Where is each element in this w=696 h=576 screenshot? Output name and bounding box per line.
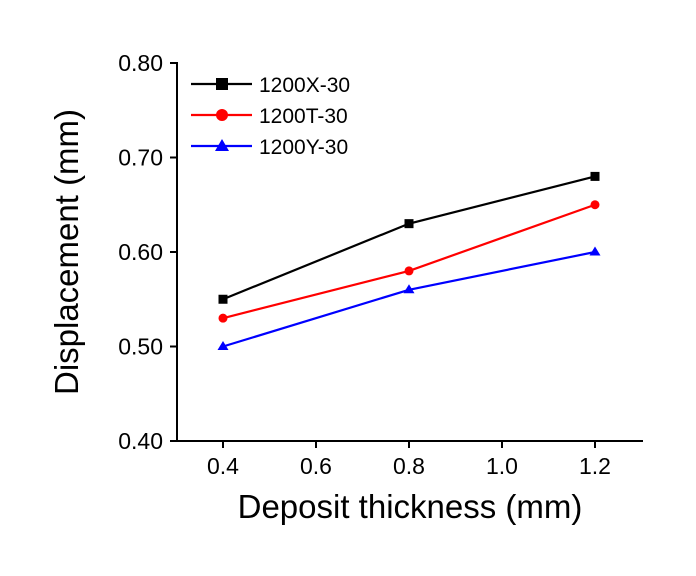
y-tick-label: 0.40 (118, 428, 163, 454)
y-axis-label: Displacement (mm) (48, 109, 85, 395)
legend-item: 1200T-30 (191, 105, 348, 128)
circle-marker (404, 266, 414, 276)
legend-item: 1200Y-30 (191, 136, 348, 159)
square-marker (404, 219, 414, 229)
x-tick-label: 0.6 (300, 453, 332, 479)
circle-marker (218, 313, 228, 323)
square-marker (218, 294, 228, 304)
series-1200T-30 (218, 200, 600, 323)
series-group (217, 171, 601, 350)
series-1200X-30 (218, 171, 600, 304)
square-marker (216, 78, 228, 90)
series-line (222, 175, 596, 301)
series-line (222, 250, 596, 348)
triangle-marker (403, 284, 415, 294)
triangle-marker (217, 341, 229, 350)
x-tick-label: 0.8 (393, 453, 425, 479)
triangle-marker (589, 246, 601, 256)
series-1200Y-30 (217, 246, 601, 350)
x-axis-label: Deposit thickness (mm) (238, 488, 583, 525)
y-tick-label: 0.70 (118, 145, 163, 171)
axes: 0.40 0.50 0.60 0.70 0.80 0.4 0.6 0.8 1.0 1.2 (118, 50, 643, 479)
y-tick-label: 0.60 (118, 239, 163, 265)
circle-marker (216, 109, 228, 121)
legend-label: 1200X-30 (259, 74, 350, 97)
x-tick-label: 0.4 (207, 453, 239, 479)
legend-item: 1200X-30 (191, 74, 350, 97)
x-tick-label: 1.2 (579, 453, 611, 479)
x-tick-label: 1.0 (486, 453, 518, 479)
square-marker (590, 171, 600, 181)
legend-label: 1200Y-30 (259, 136, 348, 159)
triangle-marker (215, 139, 229, 151)
y-tick-label: 0.80 (118, 50, 163, 76)
y-tick-label: 0.50 (118, 334, 163, 360)
legend-label: 1200T-30 (259, 105, 348, 128)
circle-marker (590, 200, 600, 210)
legend: 1200X-30 1200T-30 1200Y-30 (191, 74, 350, 159)
